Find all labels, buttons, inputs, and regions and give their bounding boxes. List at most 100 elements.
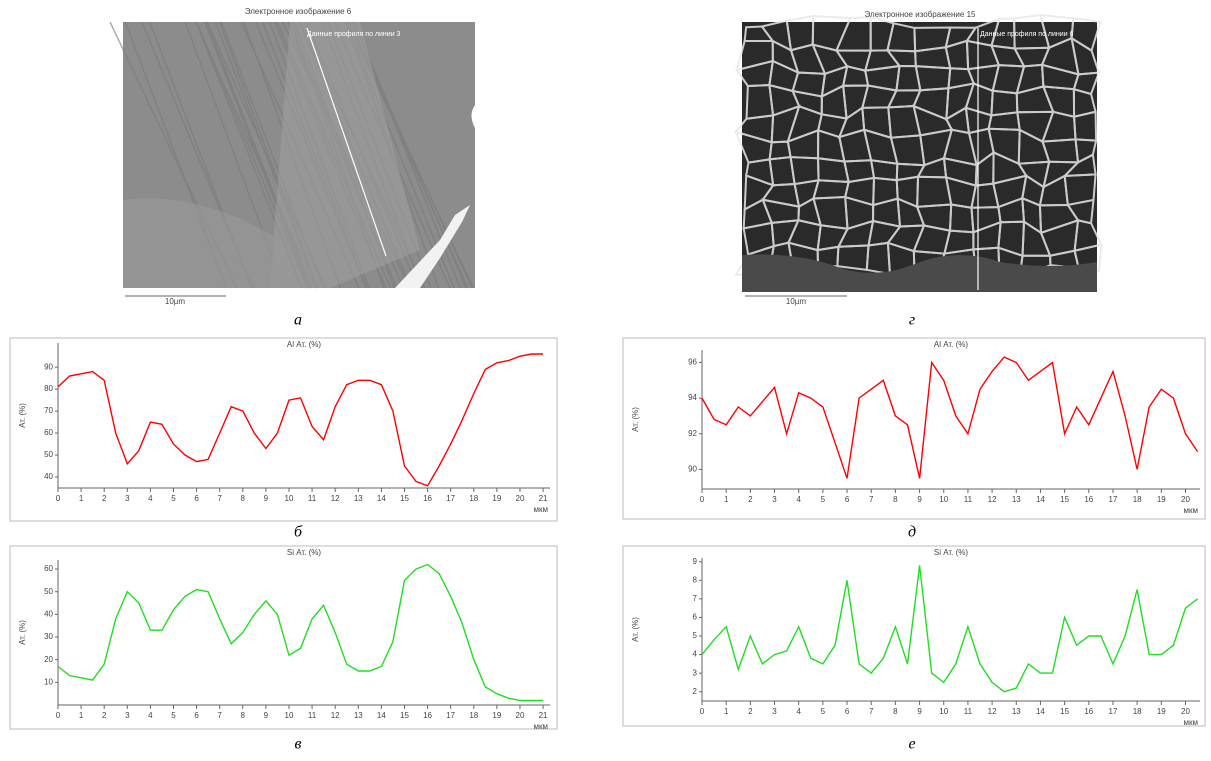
x-tick-label: 11 (308, 711, 317, 720)
x-tick-label: 5 (171, 494, 176, 503)
caption: в (295, 736, 302, 753)
x-axis-label: мкм (1184, 506, 1199, 515)
x-tick-label: 20 (516, 711, 525, 720)
x-tick-label: 14 (1036, 707, 1045, 716)
figure: Электронное изображение 6 Данные профиля… (0, 0, 1211, 756)
x-axis-label: мкм (534, 505, 549, 514)
x-tick-label: 3 (125, 711, 130, 720)
y-axis-label: Ат. (%) (18, 620, 27, 645)
x-tick-label: 13 (1012, 707, 1021, 716)
x-tick-label: 20 (1181, 495, 1190, 504)
x-tick-label: 6 (845, 707, 850, 716)
y-tick-label: 96 (688, 358, 697, 367)
x-tick-label: 4 (148, 494, 153, 503)
y-tick-label: 10 (44, 677, 53, 686)
y-tick-label: 94 (688, 393, 697, 402)
x-tick-label: 12 (331, 711, 340, 720)
x-tick-label: 1 (79, 494, 84, 503)
x-axis-label: мкм (534, 722, 549, 731)
y-tick-label: 4 (693, 650, 698, 659)
image-title: Электронное изображение 15 (865, 10, 976, 19)
x-tick-label: 15 (400, 711, 409, 720)
x-tick-label: 11 (308, 494, 317, 503)
x-tick-label: 7 (217, 711, 222, 720)
y-tick-label: 92 (688, 429, 697, 438)
x-tick-label: 19 (492, 711, 501, 720)
x-tick-label: 5 (821, 707, 826, 716)
profile-line-label: Данные профиля по линии 6 (980, 31, 1074, 38)
x-tick-label: 18 (469, 711, 478, 720)
y-tick-label: 20 (44, 655, 53, 664)
caption: г (909, 312, 915, 329)
x-tick-label: 2 (102, 494, 107, 503)
x-tick-label: 9 (264, 711, 269, 720)
x-tick-label: 2 (748, 495, 753, 504)
y-tick-label: 60 (44, 428, 53, 437)
x-tick-label: 7 (869, 707, 874, 716)
y-tick-label: 50 (44, 587, 53, 596)
x-tick-label: 19 (492, 494, 501, 503)
x-tick-label: 4 (796, 707, 801, 716)
caption: е (908, 736, 915, 753)
x-tick-label: 13 (354, 494, 363, 503)
x-tick-label: 18 (1133, 707, 1142, 716)
x-tick-label: 15 (1060, 707, 1069, 716)
x-tick-label: 16 (423, 711, 432, 720)
x-tick-label: 16 (1084, 707, 1093, 716)
x-axis-label: мкм (1184, 718, 1199, 727)
x-tick-label: 8 (241, 494, 246, 503)
x-tick-label: 17 (1109, 495, 1118, 504)
x-tick-label: 15 (400, 494, 409, 503)
x-tick-label: 14 (377, 494, 386, 503)
x-tick-label: 19 (1157, 707, 1166, 716)
x-tick-label: 17 (446, 711, 455, 720)
x-tick-label: 5 (821, 495, 826, 504)
x-tick-label: 17 (1109, 707, 1118, 716)
chart-title: Al Ат. (%) (287, 340, 321, 349)
y-tick-label: 40 (44, 472, 53, 481)
x-tick-label: 9 (264, 494, 269, 503)
y-axis-label: Ат. (%) (18, 403, 27, 428)
scale-label: 10µm (165, 297, 186, 306)
x-tick-label: 9 (917, 495, 922, 504)
sem-image-g: Электронное изображение 15 Данные профил… (736, 10, 1101, 329)
x-tick-label: 6 (194, 494, 199, 503)
x-tick-label: 7 (869, 495, 874, 504)
x-tick-label: 0 (56, 711, 61, 720)
x-tick-label: 2 (102, 711, 107, 720)
y-tick-label: 50 (44, 450, 53, 459)
chart-frame (623, 546, 1205, 726)
x-tick-label: 13 (354, 711, 363, 720)
y-tick-label: 80 (44, 384, 53, 393)
x-tick-label: 14 (1036, 495, 1045, 504)
y-axis-label: Ат. (%) (631, 407, 640, 432)
y-tick-label: 90 (688, 465, 697, 474)
x-tick-label: 5 (171, 711, 176, 720)
x-tick-label: 10 (939, 707, 948, 716)
x-tick-label: 1 (724, 707, 729, 716)
x-tick-label: 0 (700, 495, 705, 504)
x-tick-label: 18 (1133, 495, 1142, 504)
x-tick-label: 4 (148, 711, 153, 720)
x-tick-label: 14 (377, 711, 386, 720)
y-tick-label: 7 (693, 594, 698, 603)
y-tick-label: 3 (693, 668, 698, 677)
y-tick-label: 90 (44, 362, 53, 371)
y-tick-label: 70 (44, 406, 53, 415)
x-tick-label: 16 (1084, 495, 1093, 504)
y-tick-label: 30 (44, 632, 53, 641)
x-tick-label: 2 (748, 707, 753, 716)
x-tick-label: 0 (56, 494, 61, 503)
y-tick-label: 2 (693, 687, 698, 696)
x-tick-label: 10 (285, 494, 294, 503)
x-tick-label: 12 (331, 494, 340, 503)
x-tick-label: 8 (893, 707, 898, 716)
y-tick-label: 60 (44, 564, 53, 573)
x-tick-label: 20 (516, 494, 525, 503)
y-axis-label: Ат. (%) (631, 617, 640, 642)
x-tick-label: 16 (423, 494, 432, 503)
x-tick-label: 6 (194, 711, 199, 720)
x-tick-label: 7 (217, 494, 222, 503)
x-tick-label: 9 (917, 707, 922, 716)
x-tick-label: 12 (988, 495, 997, 504)
